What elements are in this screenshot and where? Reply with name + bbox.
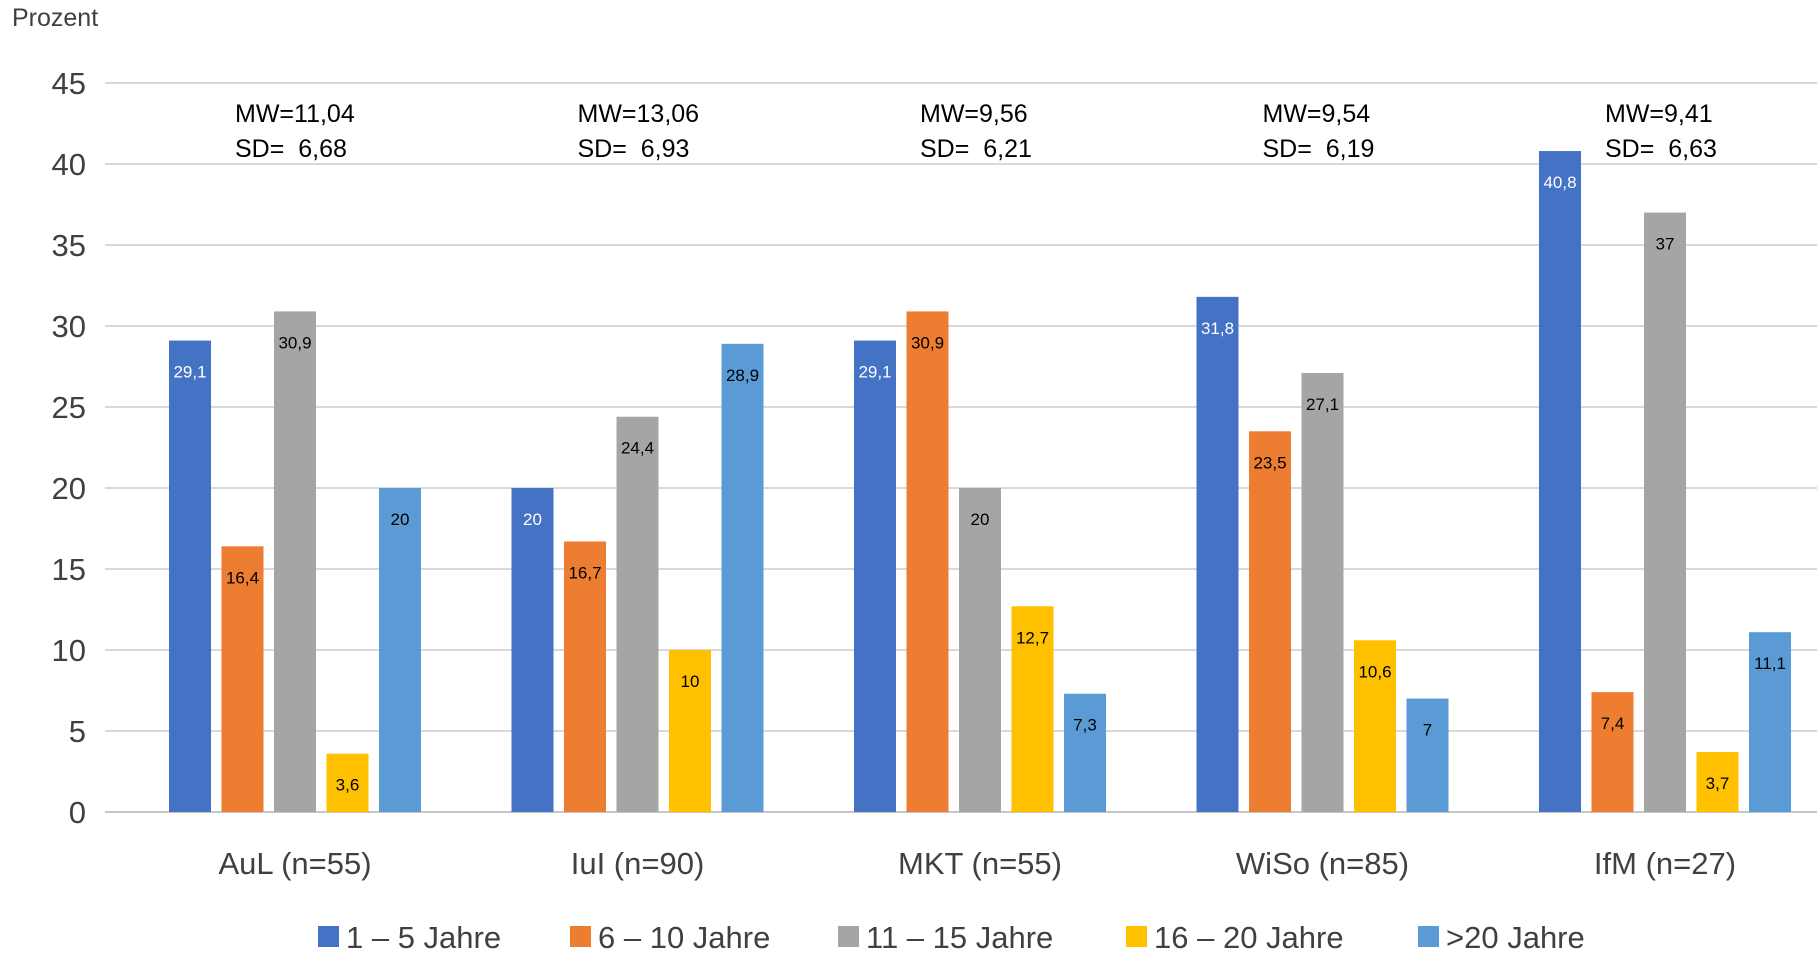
bar-series3-cat0 <box>326 753 369 812</box>
bar-series3-cat2 <box>1011 606 1054 812</box>
x-category-label: AuL (n=55) <box>218 846 371 881</box>
data-label: 30,9 <box>911 333 944 352</box>
x-category-label: IuI (n=90) <box>571 846 705 881</box>
bar-series0-cat0 <box>169 340 211 812</box>
data-label: 27,1 <box>1306 395 1339 414</box>
data-label: 10 <box>681 672 700 691</box>
bar-series1-cat3 <box>1249 431 1291 812</box>
bar-series4-cat1 <box>721 343 764 812</box>
bar-series4-cat2 <box>1064 693 1106 812</box>
legend-swatch-3 <box>1126 926 1147 947</box>
data-label: 24,4 <box>621 439 654 458</box>
bar-series1-cat0 <box>221 546 264 812</box>
legend-label: 11 – 15 Jahre <box>866 920 1053 955</box>
x-category-label: WiSo (n=85) <box>1236 846 1409 881</box>
bar-series1-cat2 <box>906 311 949 812</box>
bar-series2-cat1 <box>616 416 659 812</box>
data-label: 37 <box>1656 235 1675 254</box>
data-label: 20 <box>391 510 410 529</box>
data-label: 16,7 <box>568 563 601 582</box>
bar-series0-cat2 <box>854 340 896 812</box>
y-tick-label: 0 <box>69 795 86 830</box>
y-tick-label: 15 <box>52 552 86 587</box>
data-label: 3,7 <box>1706 774 1730 793</box>
bar-series0-cat3 <box>1196 296 1239 813</box>
annotation-sd: SD= 6,19 <box>1263 135 1375 163</box>
legend-label: 6 – 10 Jahre <box>598 920 770 955</box>
data-label: 11,1 <box>1754 654 1786 673</box>
y-tick-label: 10 <box>52 633 86 668</box>
bar-series2-cat0 <box>274 311 316 812</box>
data-label: 23,5 <box>1253 453 1286 472</box>
bar-series3-cat4 <box>1696 752 1739 812</box>
data-label: 7,3 <box>1073 716 1097 735</box>
bar-series4-cat0 <box>379 488 421 812</box>
legend-label: >20 Jahre <box>1446 920 1585 955</box>
data-label: 10,6 <box>1358 662 1391 681</box>
bar-series0-cat4 <box>1539 151 1581 813</box>
y-tick-label: 5 <box>69 714 86 749</box>
data-label: 20 <box>971 510 990 529</box>
y-tick-label: 20 <box>52 471 86 506</box>
legend-swatch-1 <box>570 926 591 947</box>
data-label: 40,8 <box>1543 173 1576 192</box>
annotation-sd: SD= 6,21 <box>920 135 1032 163</box>
legend-swatch-2 <box>838 926 859 947</box>
data-label: 29,1 <box>173 363 206 382</box>
bar-series4-cat4 <box>1749 632 1791 812</box>
bar-series3-cat3 <box>1354 640 1396 812</box>
data-label: 28,9 <box>726 366 759 385</box>
data-label: 30,9 <box>278 333 311 352</box>
data-label: 16,4 <box>226 568 259 587</box>
legend-swatch-4 <box>1418 926 1439 947</box>
y-tick-label: 35 <box>52 228 86 263</box>
annotation-mw: MW=9,54 <box>1263 100 1371 128</box>
annotation-mw: MW=13,06 <box>578 100 700 128</box>
y-tick-label: 30 <box>52 309 86 344</box>
data-label: 7 <box>1423 721 1432 740</box>
x-category-label: MKT (n=55) <box>898 846 1062 881</box>
bar-series3-cat1 <box>669 650 711 812</box>
y-tick-label: 45 <box>52 66 86 101</box>
x-category-label: IfM (n=27) <box>1594 846 1736 881</box>
bar-series2-cat3 <box>1301 372 1344 812</box>
annotation-mw: MW=9,56 <box>920 100 1028 128</box>
data-label: 3,6 <box>336 776 360 795</box>
data-label: 29,1 <box>858 363 891 382</box>
bar-series2-cat4 <box>1644 212 1686 813</box>
annotation-sd: SD= 6,63 <box>1605 135 1717 163</box>
bar-series1-cat4 <box>1591 692 1634 812</box>
annotation-mw: MW=9,41 <box>1605 100 1713 128</box>
bar-series4-cat3 <box>1406 698 1449 812</box>
bar-series2-cat2 <box>959 488 1001 812</box>
y-tick-label: 25 <box>52 390 86 425</box>
data-label: 20 <box>523 510 542 529</box>
legend-label: 1 – 5 Jahre <box>346 920 501 955</box>
annotation-mw: MW=11,04 <box>235 100 355 128</box>
annotation-sd: SD= 6,68 <box>235 135 347 163</box>
bar-series1-cat1 <box>564 541 606 812</box>
bar-series0-cat1 <box>511 488 554 812</box>
y-tick-label: 40 <box>52 147 86 182</box>
data-label: 7,4 <box>1601 714 1625 733</box>
y-axis-title: Prozent <box>12 4 98 32</box>
data-label: 31,8 <box>1201 319 1234 338</box>
legend-label: 16 – 20 Jahre <box>1154 920 1344 955</box>
annotation-sd: SD= 6,93 <box>578 135 690 163</box>
data-label: 12,7 <box>1016 628 1049 647</box>
legend-swatch-0 <box>318 926 339 947</box>
